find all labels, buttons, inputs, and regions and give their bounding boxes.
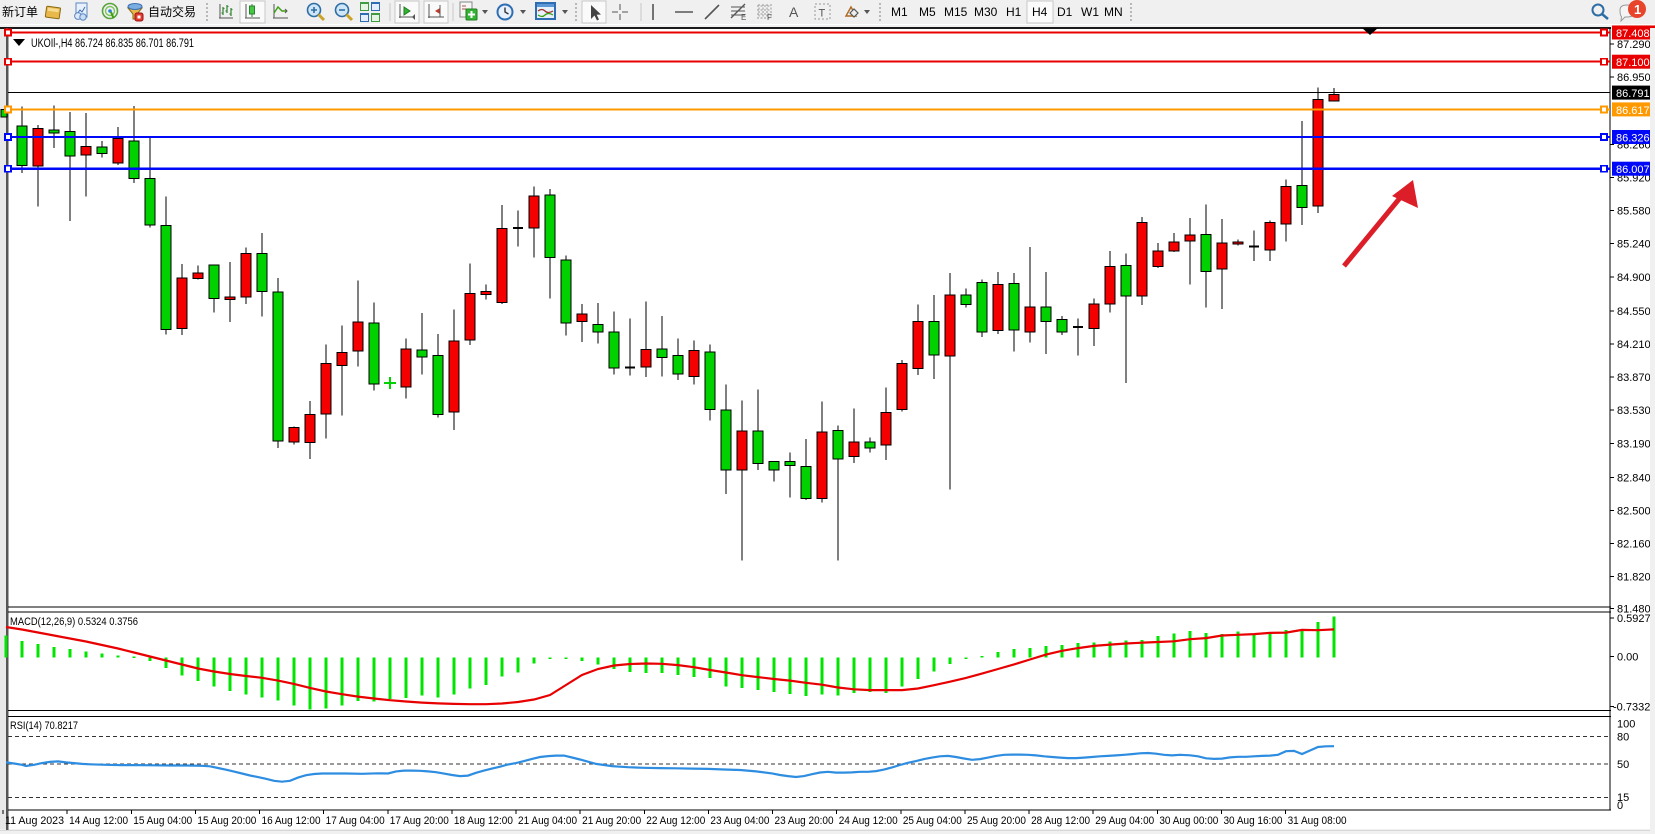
svg-text:82.840: 82.840 (1617, 472, 1651, 484)
svg-text:D1: D1 (1057, 5, 1073, 19)
svg-text:自动交易: 自动交易 (148, 4, 196, 19)
svg-text:21 Aug 04:00: 21 Aug 04:00 (518, 815, 577, 827)
svg-text:21 Aug 20:00: 21 Aug 20:00 (582, 815, 641, 827)
svg-text:80: 80 (1617, 732, 1629, 744)
svg-text:85.240: 85.240 (1617, 239, 1651, 251)
svg-text:0: 0 (1617, 800, 1623, 812)
svg-text:86.007: 86.007 (1616, 164, 1650, 176)
svg-text:H1: H1 (1006, 5, 1022, 19)
svg-text:87.100: 87.100 (1616, 57, 1650, 69)
svg-text:83.870: 83.870 (1617, 372, 1651, 384)
svg-text:86.791: 86.791 (1616, 88, 1650, 100)
svg-text:81.480: 81.480 (1617, 604, 1651, 616)
svg-text:87.408: 87.408 (1616, 28, 1650, 40)
svg-text:11 Aug 2023: 11 Aug 2023 (5, 815, 64, 827)
svg-text:82.160: 82.160 (1617, 539, 1651, 551)
svg-text:30 Aug 00:00: 30 Aug 00:00 (1159, 815, 1218, 827)
svg-text:M1: M1 (891, 5, 908, 19)
svg-text:M30: M30 (974, 5, 998, 19)
svg-text:24 Aug 12:00: 24 Aug 12:00 (839, 815, 898, 827)
svg-text:87.290: 87.290 (1617, 39, 1651, 51)
svg-text:82.500: 82.500 (1617, 506, 1651, 518)
svg-text:84.550: 84.550 (1617, 306, 1651, 318)
svg-text:15 Aug 04:00: 15 Aug 04:00 (133, 815, 192, 827)
svg-text:RSI(14) 70.8217: RSI(14) 70.8217 (10, 720, 78, 732)
svg-text:29 Aug 04:00: 29 Aug 04:00 (1095, 815, 1154, 827)
svg-text:85.580: 85.580 (1617, 206, 1651, 218)
svg-text:MN: MN (1104, 5, 1123, 19)
svg-text:23 Aug 20:00: 23 Aug 20:00 (775, 815, 834, 827)
svg-text:F: F (767, 13, 772, 22)
svg-text:31 Aug 08:00: 31 Aug 08:00 (1288, 815, 1347, 827)
svg-text:83.190: 83.190 (1617, 438, 1651, 450)
svg-text:84.210: 84.210 (1617, 339, 1651, 351)
svg-text:81.820: 81.820 (1617, 572, 1651, 584)
svg-text:14 Aug 12:00: 14 Aug 12:00 (69, 815, 128, 827)
svg-text:MACD(12,26,9) 0.5324 0.3756: MACD(12,26,9) 0.5324 0.3756 (10, 616, 138, 628)
svg-text:UKOIl-,H4 86.724 86.835 86.70: UKOIl-,H4 86.724 86.835 86.701 86.791 (31, 38, 194, 50)
svg-text:H4: H4 (1032, 5, 1048, 19)
svg-text:M15: M15 (944, 5, 968, 19)
svg-text:1: 1 (1634, 2, 1641, 17)
svg-text:86.326: 86.326 (1616, 133, 1650, 145)
svg-text:17 Aug 04:00: 17 Aug 04:00 (326, 815, 385, 827)
svg-text:84.900: 84.900 (1617, 272, 1651, 284)
svg-text:T: T (819, 8, 826, 20)
svg-text:18 Aug 12:00: 18 Aug 12:00 (454, 815, 513, 827)
svg-text:0.5927: 0.5927 (1617, 613, 1651, 625)
svg-text:86.617: 86.617 (1616, 105, 1650, 117)
svg-text:23 Aug 04:00: 23 Aug 04:00 (710, 815, 769, 827)
svg-text:W1: W1 (1081, 5, 1099, 19)
svg-text:15 Aug 20:00: 15 Aug 20:00 (197, 815, 256, 827)
svg-text:100: 100 (1617, 719, 1635, 731)
svg-text:15: 15 (1617, 792, 1629, 804)
svg-text:-0.7332: -0.7332 (1613, 702, 1650, 714)
svg-text:86.950: 86.950 (1617, 72, 1651, 84)
svg-text:25 Aug 20:00: 25 Aug 20:00 (967, 815, 1026, 827)
svg-text:30 Aug 16:00: 30 Aug 16:00 (1223, 815, 1282, 827)
svg-text:A: A (789, 4, 799, 20)
svg-text:16 Aug 12:00: 16 Aug 12:00 (262, 815, 321, 827)
svg-text:0.00: 0.00 (1617, 652, 1638, 664)
svg-text:25 Aug 04:00: 25 Aug 04:00 (903, 815, 962, 827)
svg-text:50: 50 (1617, 759, 1629, 771)
svg-text:M5: M5 (919, 5, 936, 19)
svg-text:17 Aug 20:00: 17 Aug 20:00 (390, 815, 449, 827)
svg-text:新订单: 新订单 (2, 4, 38, 19)
svg-text:22 Aug 12:00: 22 Aug 12:00 (646, 815, 705, 827)
svg-text:83.530: 83.530 (1617, 405, 1651, 417)
svg-text:E: E (741, 13, 746, 22)
svg-text:28 Aug 12:00: 28 Aug 12:00 (1031, 815, 1090, 827)
